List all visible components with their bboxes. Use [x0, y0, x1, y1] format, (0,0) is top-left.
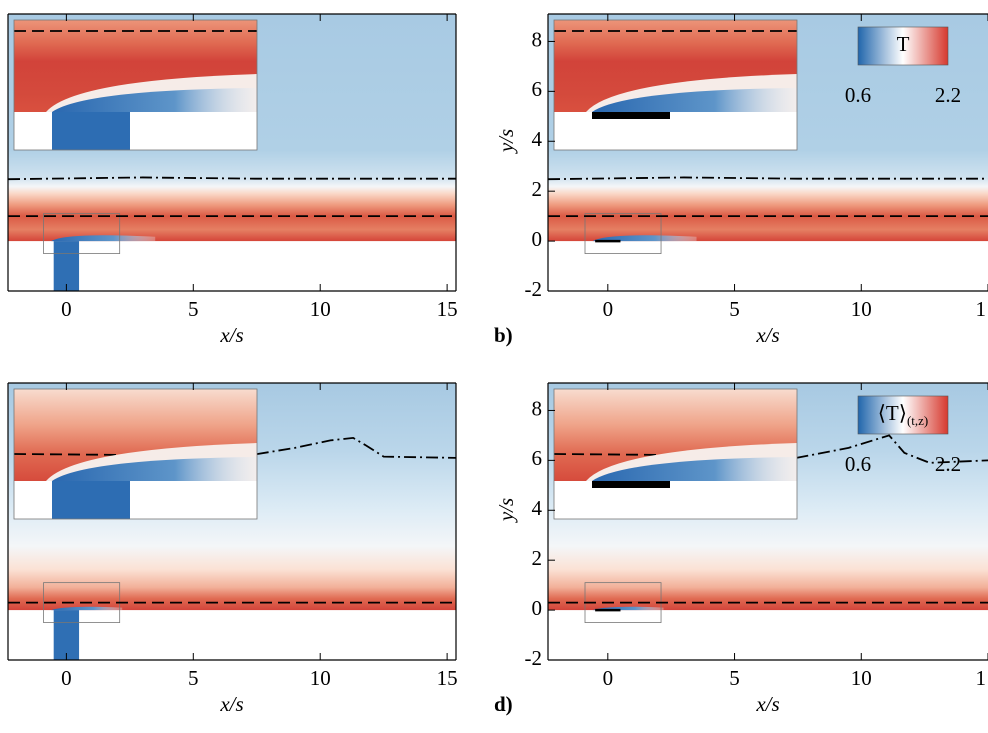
colorbar-label-main: ⟨T⟩ — [878, 401, 907, 425]
wake — [51, 235, 156, 242]
y-tick-label: -2 — [525, 646, 543, 670]
panel: 0 5 10 15 x/s — [7, 13, 458, 347]
colorbar-tick-label: 0.6 — [845, 452, 871, 476]
x-tick-label: 10 — [310, 666, 331, 690]
inset-frame — [553, 19, 798, 151]
y-tick-label: 0 — [532, 596, 543, 620]
inset-frame — [13, 19, 258, 151]
panel-label: b) — [494, 323, 513, 347]
x-axis-label: x/s — [219, 692, 243, 716]
x-tick-label: 0 — [61, 666, 72, 690]
y-tick-label: 6 — [532, 77, 543, 101]
colorbar-tick-label: 0.6 — [845, 83, 871, 107]
x-axis-label: x/s — [755, 323, 779, 347]
y-tick-label: 4 — [532, 127, 543, 151]
wake — [592, 235, 697, 242]
inset-plate — [592, 112, 670, 119]
panel-label: d) — [494, 692, 513, 716]
y-tick-label: 2 — [532, 177, 543, 201]
y-axis-label: y/s — [494, 498, 518, 523]
x-tick-label: 0 — [61, 297, 72, 321]
panel: 0 5 10 15 x/s — [7, 382, 458, 716]
x-tick-label: 0 — [603, 666, 614, 690]
jet — [53, 610, 80, 660]
x-tick-label: 5 — [729, 297, 740, 321]
colorbar-label: T — [897, 32, 910, 56]
y-tick-label: 4 — [532, 496, 543, 520]
inset-wake — [592, 457, 797, 481]
colorbar-label-main: T — [897, 32, 910, 56]
colorbar-tick-label: 2.2 — [935, 452, 961, 476]
x-tick-label: 0 — [603, 297, 614, 321]
zoom-box — [584, 213, 662, 254]
wake — [51, 606, 123, 611]
x-tick-label: 10 — [851, 666, 872, 690]
jet — [53, 241, 80, 291]
inset-jet — [52, 112, 130, 150]
y-tick-label: 6 — [532, 446, 543, 470]
y-tick-label: 0 — [532, 227, 543, 251]
inset-wall — [14, 481, 257, 519]
contour-line — [547, 176, 988, 181]
inset-plate — [592, 481, 670, 488]
colorbar-tick-label: 2.2 — [935, 83, 961, 107]
x-tick-label: 1 — [976, 666, 987, 690]
colorbar — [857, 395, 949, 435]
inset-frame — [553, 388, 798, 520]
x-tick-label: 5 — [729, 666, 740, 690]
inset-wake — [52, 88, 257, 112]
inset-jet — [52, 481, 130, 519]
panel: 0 5 10 1 -2 0 2 4 6 8 x/s y/s d) ⟨T⟩(t,z) 0.6 2.2 — [494, 382, 988, 716]
contour-line — [796, 434, 988, 464]
colorbar-label: ⟨T⟩(t,z) — [878, 401, 929, 428]
zoom-box — [43, 213, 121, 254]
y-tick-label: 8 — [532, 396, 543, 420]
x-tick-label: 15 — [437, 297, 458, 321]
inset-wall — [554, 112, 797, 150]
x-axis-label: x/s — [755, 692, 779, 716]
x-tick-label: 1 — [976, 297, 987, 321]
inset-wake — [592, 88, 797, 112]
x-tick-label: 10 — [310, 297, 331, 321]
x-tick-label: 5 — [188, 297, 199, 321]
y-tick-label: 8 — [532, 27, 543, 51]
colorbar-label-sub: (t,z) — [907, 413, 928, 428]
panel: 0 5 10 1 -2 0 2 4 6 8 x/s y/s b) T 0.6 2.2 — [494, 13, 988, 347]
x-axis-label: x/s — [219, 323, 243, 347]
contour-line — [256, 436, 457, 459]
inset-wake — [52, 457, 257, 481]
colorbar — [857, 26, 949, 66]
inset-frame — [13, 388, 258, 520]
inset-wall — [14, 112, 257, 150]
contour-line — [7, 176, 456, 181]
y-axis-label: y/s — [494, 129, 518, 154]
x-tick-label: 10 — [851, 297, 872, 321]
x-tick-label: 15 — [437, 666, 458, 690]
inset-wall — [554, 481, 797, 519]
y-tick-label: 2 — [532, 546, 543, 570]
y-tick-label: -2 — [525, 277, 543, 301]
x-tick-label: 5 — [188, 666, 199, 690]
